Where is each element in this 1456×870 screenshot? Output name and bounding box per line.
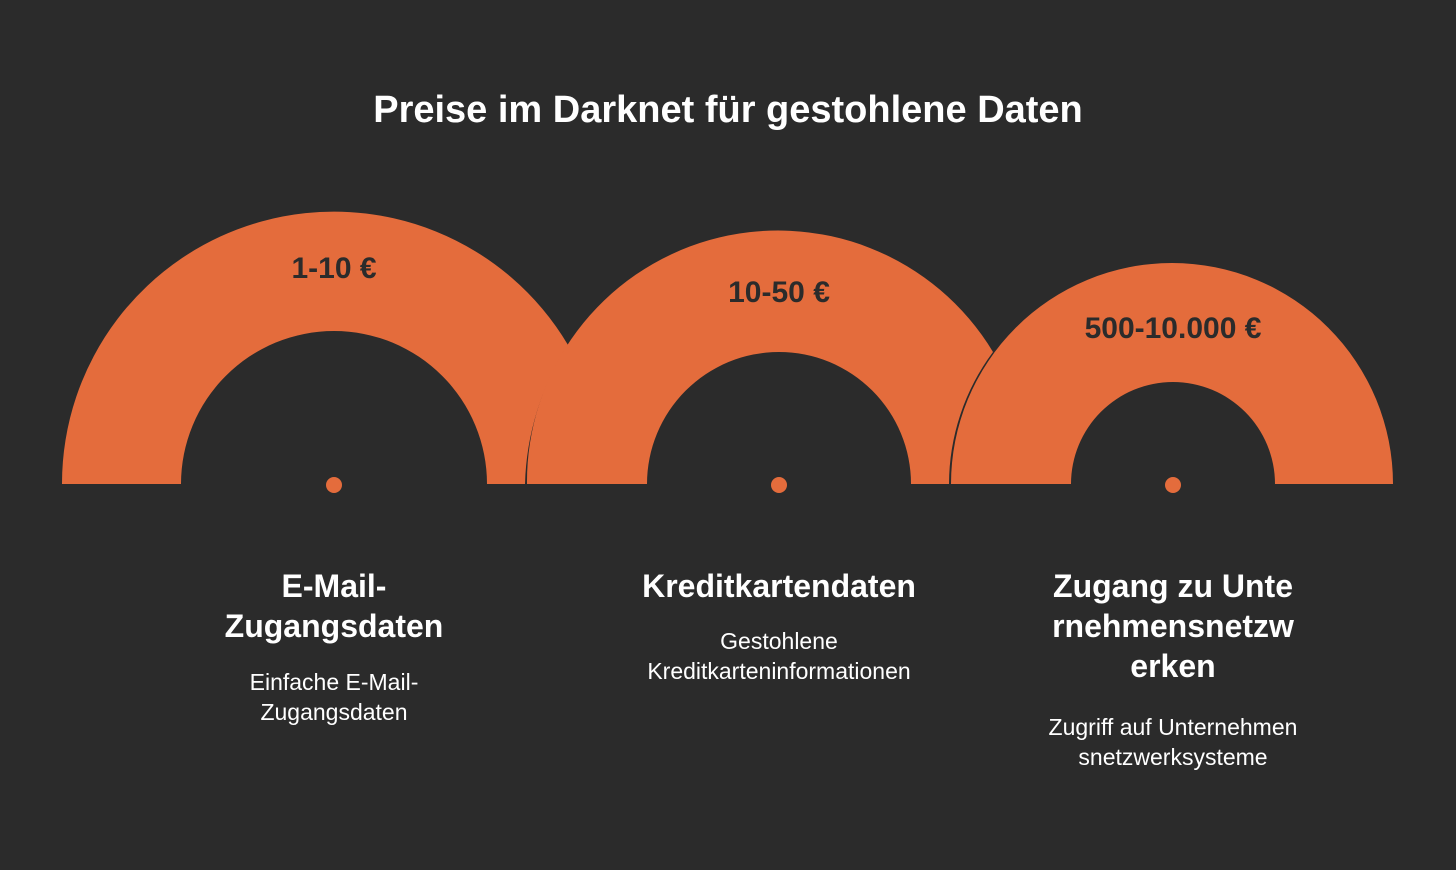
arch-email	[61, 211, 569, 484]
item-title: Kreditkartendaten	[642, 568, 916, 604]
arch-creditcard	[526, 230, 993, 484]
arch-corporate	[951, 263, 1393, 484]
item-description: Einfache E-Mail-Zugangsdaten	[249, 669, 419, 725]
page-title: Preise im Darknet für gestohlene Daten	[373, 89, 1083, 131]
item-title: E-Mail-Zugangsdaten	[224, 568, 444, 644]
price-label-email: 1-10 €	[291, 252, 376, 285]
item-creditcard: Kreditkartendaten Gestohlene Kreditkarte…	[619, 566, 939, 686]
price-label-corporate: 500-10.000 €	[1085, 312, 1262, 345]
item-title: Zugang zu Unternehmensnetzwerken	[1052, 568, 1294, 684]
arch-center-dot	[1165, 477, 1181, 493]
arch-center-dot	[326, 477, 342, 493]
item-description: Zugriff auf Unternehmensnetzwerksysteme	[1048, 714, 1298, 770]
item-email: E-Mail-Zugangsdaten Einfache E-Mail-Zuga…	[204, 566, 464, 727]
item-corporate: Zugang zu Unternehmensnetzwerken Zugriff…	[1048, 566, 1298, 772]
arch-center-dot	[771, 477, 787, 493]
item-description: Gestohlene Kreditkarteninformationen	[647, 628, 911, 684]
price-label-creditcard: 10-50 €	[728, 276, 830, 309]
